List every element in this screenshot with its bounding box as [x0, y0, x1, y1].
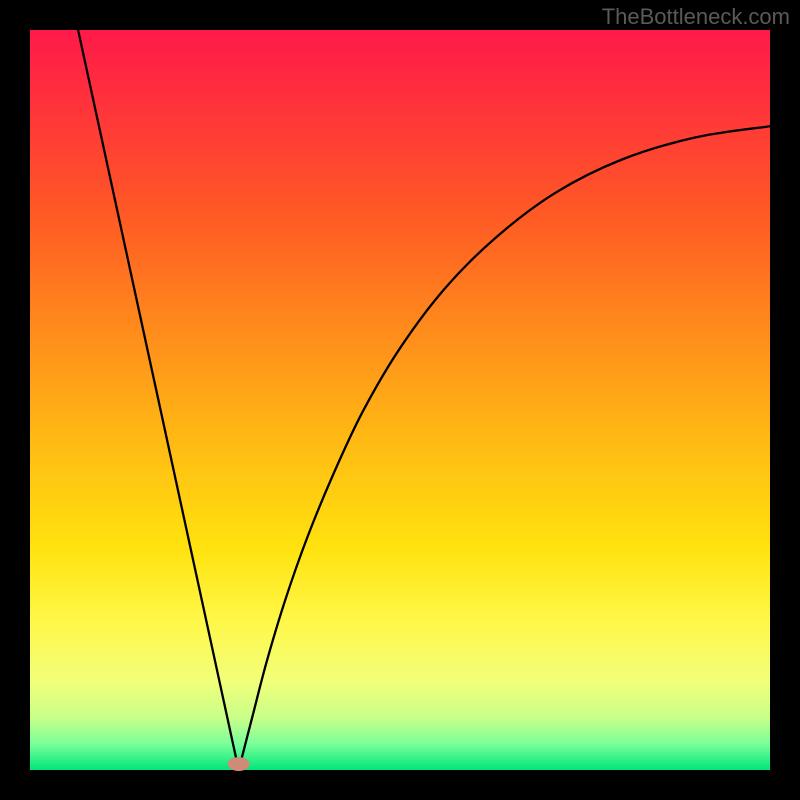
vertex-marker: [228, 757, 250, 771]
chart-plot-area: [30, 30, 770, 770]
bottleneck-curve: [78, 30, 770, 770]
watermark-text: TheBottleneck.com: [602, 4, 790, 30]
chart-curve-layer: [30, 30, 770, 770]
